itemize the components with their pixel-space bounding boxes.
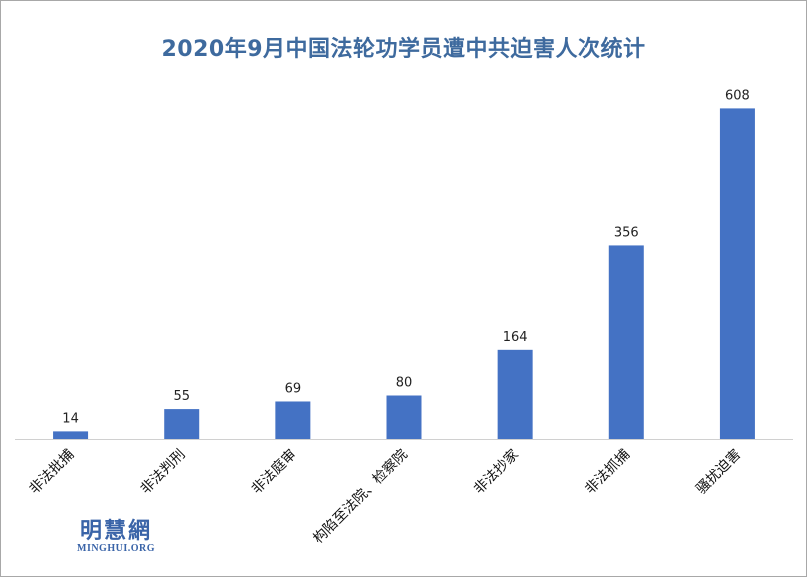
bar-6	[608, 245, 644, 439]
minghui-logo: 明慧網 MINGHUI.ORG	[61, 519, 171, 554]
chart-title: 2020年9月中国法轮功学员遭中共迫害人次统计	[161, 37, 646, 62]
bar-group: 14 55 69 80 164 356 608	[53, 88, 755, 440]
bar-1	[53, 431, 89, 439]
category-label-2: 非法判刑	[138, 447, 189, 498]
data-label-6: 356	[614, 225, 639, 240]
category-label-7: 骚扰迫害	[693, 447, 744, 498]
category-label-5: 非法抄家	[470, 446, 522, 498]
logo-english-text: MINGHUI.ORG	[77, 543, 155, 554]
bar-7	[719, 108, 755, 440]
category-label-3: 非法庭审	[248, 446, 300, 498]
bar-2	[164, 409, 200, 439]
data-label-3: 69	[285, 381, 302, 396]
category-label-4: 构陷至法院、检察院	[310, 446, 411, 547]
data-label-5: 164	[503, 330, 528, 345]
bar-5	[497, 349, 533, 439]
bar-3	[275, 401, 311, 439]
logo-chinese-text: 明慧網	[79, 518, 152, 544]
data-label-2: 55	[173, 389, 190, 404]
data-label-4: 80	[396, 376, 413, 391]
data-label-1: 14	[62, 411, 79, 426]
category-label-6: 非法抓捕	[582, 447, 633, 498]
bar-4	[386, 395, 422, 439]
data-label-7: 608	[725, 88, 750, 103]
category-label-1: 非法批捕	[26, 447, 77, 498]
